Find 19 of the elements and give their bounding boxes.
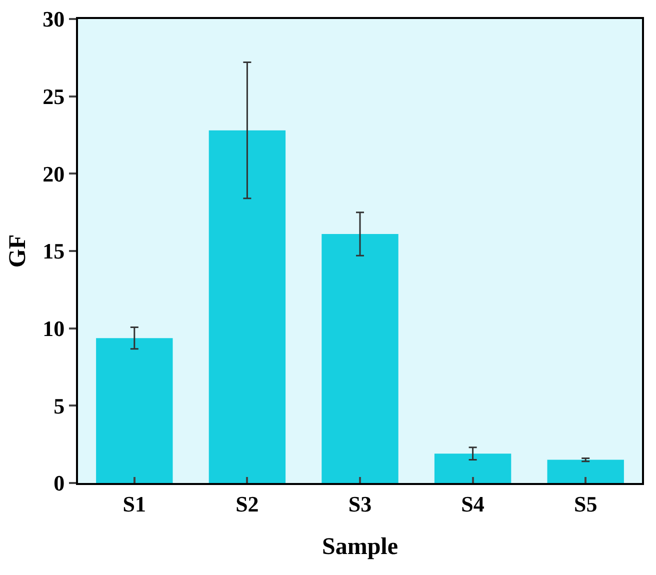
y-tick-label: 0 [54, 470, 65, 496]
y-axis-title: GF [5, 234, 32, 268]
y-tick-label: 30 [42, 6, 65, 32]
x-tick-label: S2 [236, 491, 259, 516]
bar [547, 460, 624, 483]
y-tick-label: 15 [42, 238, 65, 264]
bar [434, 454, 512, 483]
y-tick-label: 20 [42, 161, 65, 186]
x-tick-label: S4 [461, 491, 484, 516]
y-tick-label: 10 [42, 316, 65, 342]
x-tick-label: S1 [122, 491, 146, 516]
x-axis-title: Sample [322, 534, 398, 560]
bar [208, 130, 286, 483]
bar [322, 234, 398, 483]
y-tick-label: 25 [42, 84, 65, 110]
x-tick-label: S3 [348, 491, 372, 516]
y-tick-label: 5 [54, 393, 65, 418]
bar [96, 338, 173, 483]
x-tick-label: S5 [574, 491, 598, 516]
